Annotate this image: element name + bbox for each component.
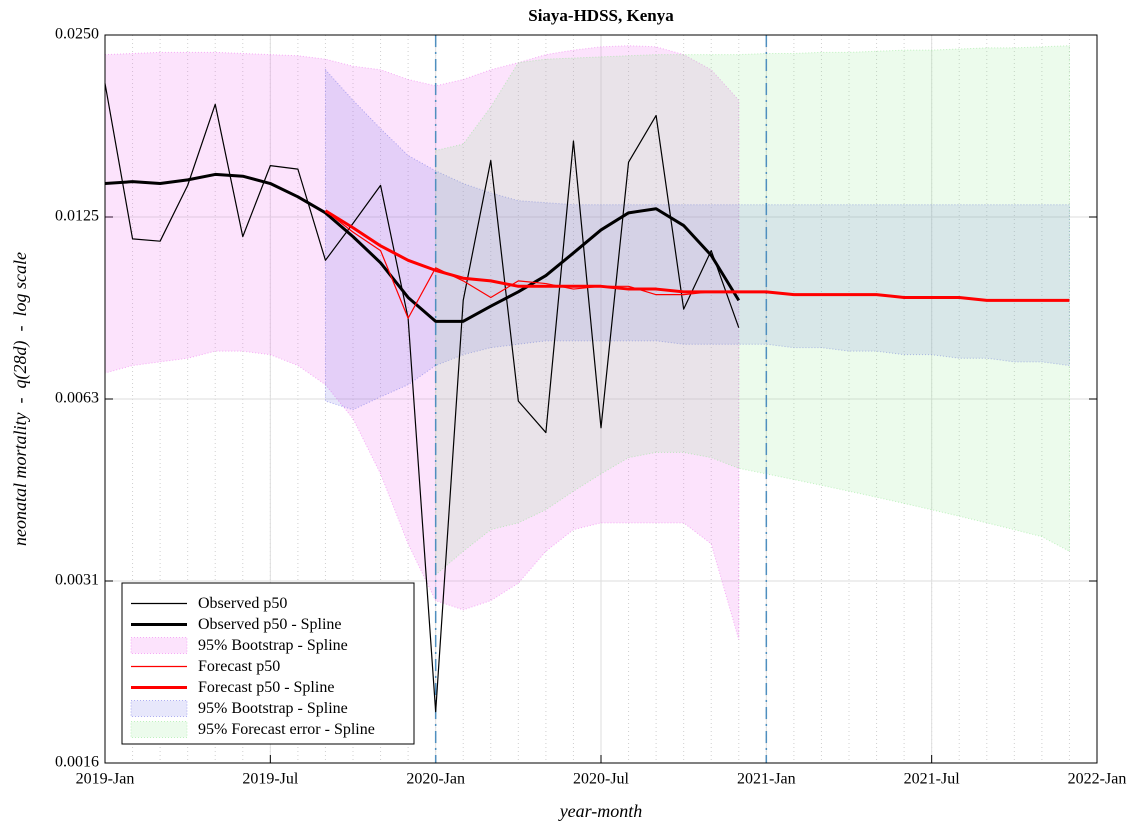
legend-swatch: [130, 721, 188, 738]
y-tick-label: 0.0016: [55, 754, 99, 771]
x-tick-label: 2021-Jul: [904, 771, 961, 788]
series-line: [104, 83, 740, 713]
legend-label: Observed p50 - Spline: [198, 616, 342, 633]
x-tick-label: 2022-Jan: [1068, 771, 1127, 788]
legend-label: Observed p50: [198, 595, 287, 612]
y-tick-label: 0.0125: [55, 208, 99, 225]
legend-label: 95% Bootstrap - Spline: [198, 637, 348, 654]
legend-swatch: [130, 637, 188, 654]
legend-swatch: [130, 700, 188, 717]
confidence-band: [435, 45, 1070, 576]
y-axis-label: neonatal mortality - q(28d) - log scale: [10, 252, 31, 546]
x-tick-label: 2020-Jan: [406, 771, 465, 788]
chart-title: Siaya-HDSS, Kenya: [528, 6, 674, 25]
series-line: [325, 210, 739, 319]
series-line: [104, 172, 741, 323]
y-tick-label: 0.0063: [55, 390, 99, 407]
x-tick-label: 2019-Jan: [76, 771, 135, 788]
confidence-band: [104, 45, 740, 640]
legend-label: Forecast p50: [198, 658, 280, 675]
x-axis-label: year-month: [558, 801, 643, 821]
y-tick-label: 0.0250: [55, 26, 99, 43]
x-tick-label: 2021-Jan: [737, 771, 796, 788]
legend-box: [121, 582, 415, 745]
y-tick-label: 0.0031: [55, 572, 99, 589]
legend-label: 95% Forecast error - Spline: [198, 721, 375, 738]
series-line: [324, 209, 1070, 302]
x-tick-label: 2019-Jul: [242, 771, 299, 788]
legend-label: Forecast p50 - Spline: [198, 679, 334, 696]
x-tick-label: 2020-Jul: [573, 771, 630, 788]
legend-label: 95% Bootstrap - Spline: [198, 700, 348, 717]
plot-frame: [104, 34, 1098, 764]
